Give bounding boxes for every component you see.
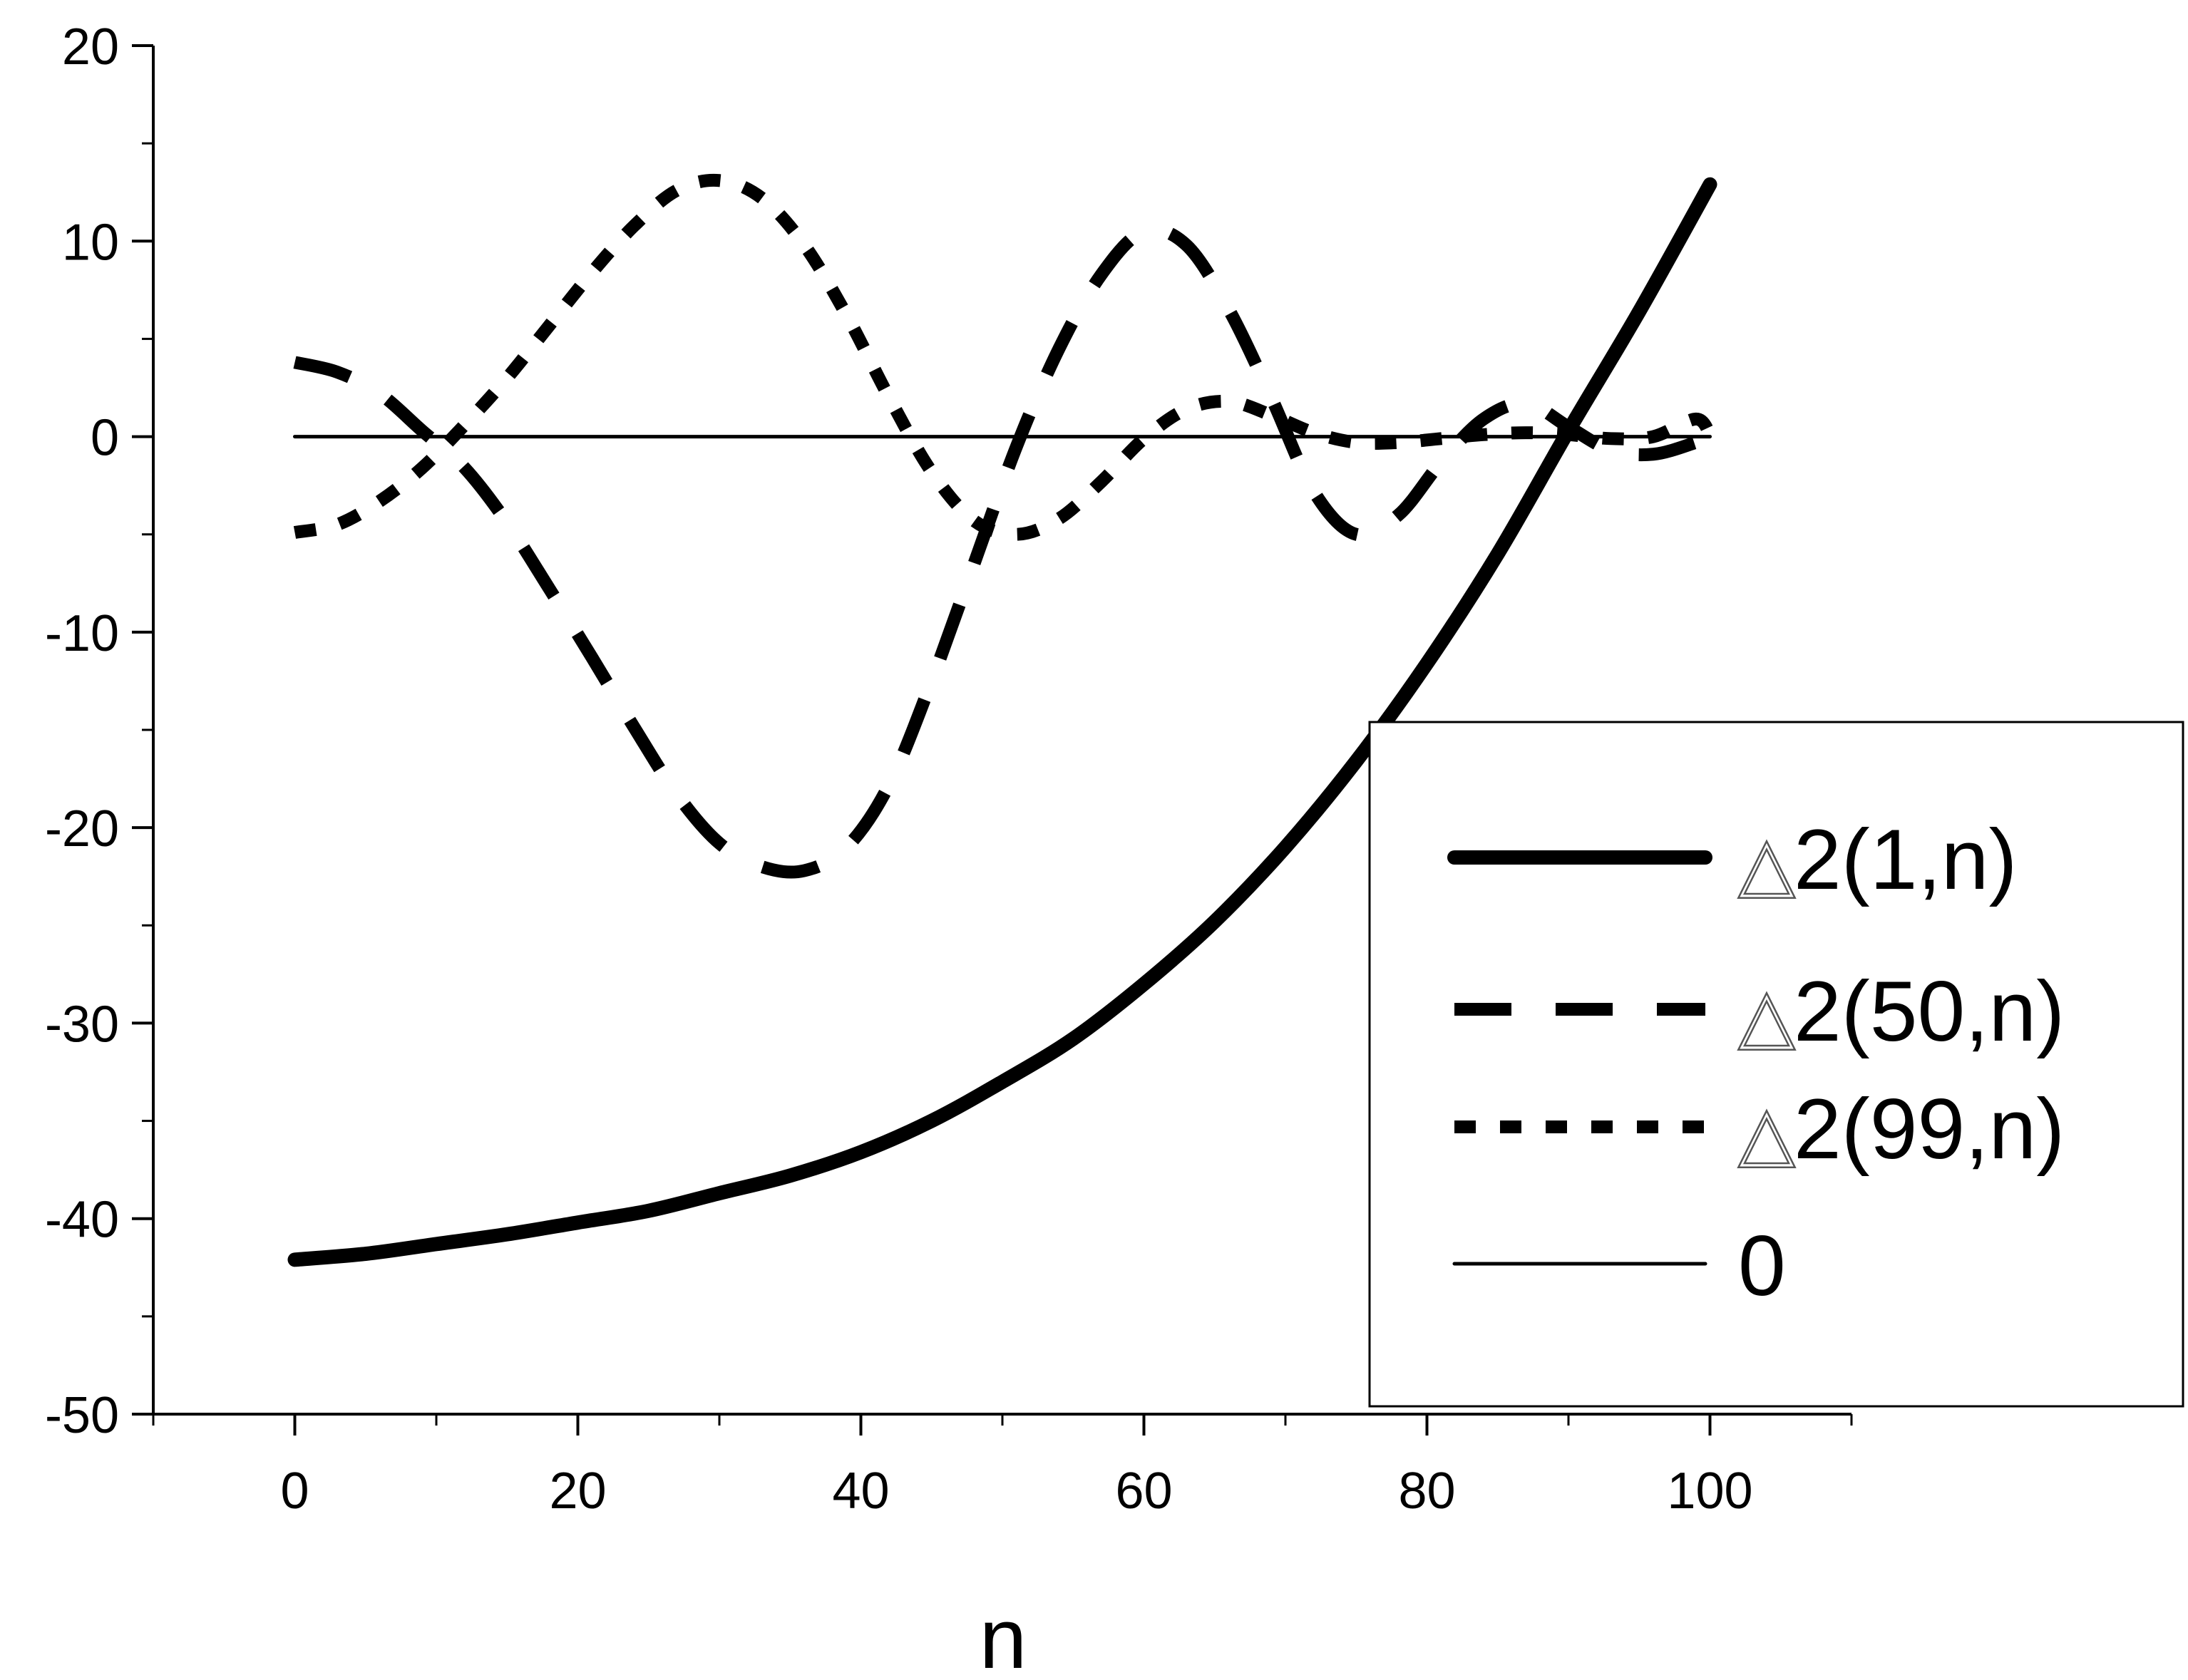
series-line-2: [293, 173, 1716, 541]
legend: △2(1,n)△2(50,n)△2(99,n)0: [1368, 721, 2184, 1408]
y-tick-label: -40: [45, 1192, 119, 1249]
legend-box: [1368, 721, 2184, 1408]
x-tick-label: 40: [832, 1463, 889, 1520]
y-tick-label: 10: [62, 214, 119, 271]
x-axis-title: n: [980, 1591, 1027, 1680]
series-layer: [287, 173, 1717, 1267]
legend-delta-icon: △: [1738, 1089, 1795, 1176]
x-tick-label: 0: [280, 1463, 309, 1520]
y-tick-label: -30: [45, 996, 119, 1053]
series-line-1: [293, 223, 1713, 879]
ticks: [132, 44, 1853, 1436]
legend-label-3: 0: [1738, 1218, 1786, 1314]
x-tick-label: 100: [1667, 1463, 1752, 1520]
x-tick-label: 80: [1398, 1463, 1455, 1520]
y-tick-label: 20: [62, 19, 119, 76]
y-tick-label: -20: [45, 800, 119, 857]
y-tick-label: -50: [45, 1387, 119, 1444]
x-tick-label: 60: [1115, 1463, 1172, 1520]
legend-label-1: 2(50,n): [1794, 964, 2065, 1059]
legend-delta-icon: △: [1738, 820, 1795, 907]
legend-label-2: 2(99,n): [1794, 1081, 2065, 1177]
legend-delta-icon: △: [1738, 972, 1795, 1058]
series-line-0: [287, 177, 1717, 1267]
y-tick-label: -10: [45, 605, 119, 662]
x-tick-label: 20: [549, 1463, 606, 1520]
y-tick-label: 0: [91, 410, 119, 467]
legend-label-0: 2(1,n): [1794, 812, 2017, 907]
